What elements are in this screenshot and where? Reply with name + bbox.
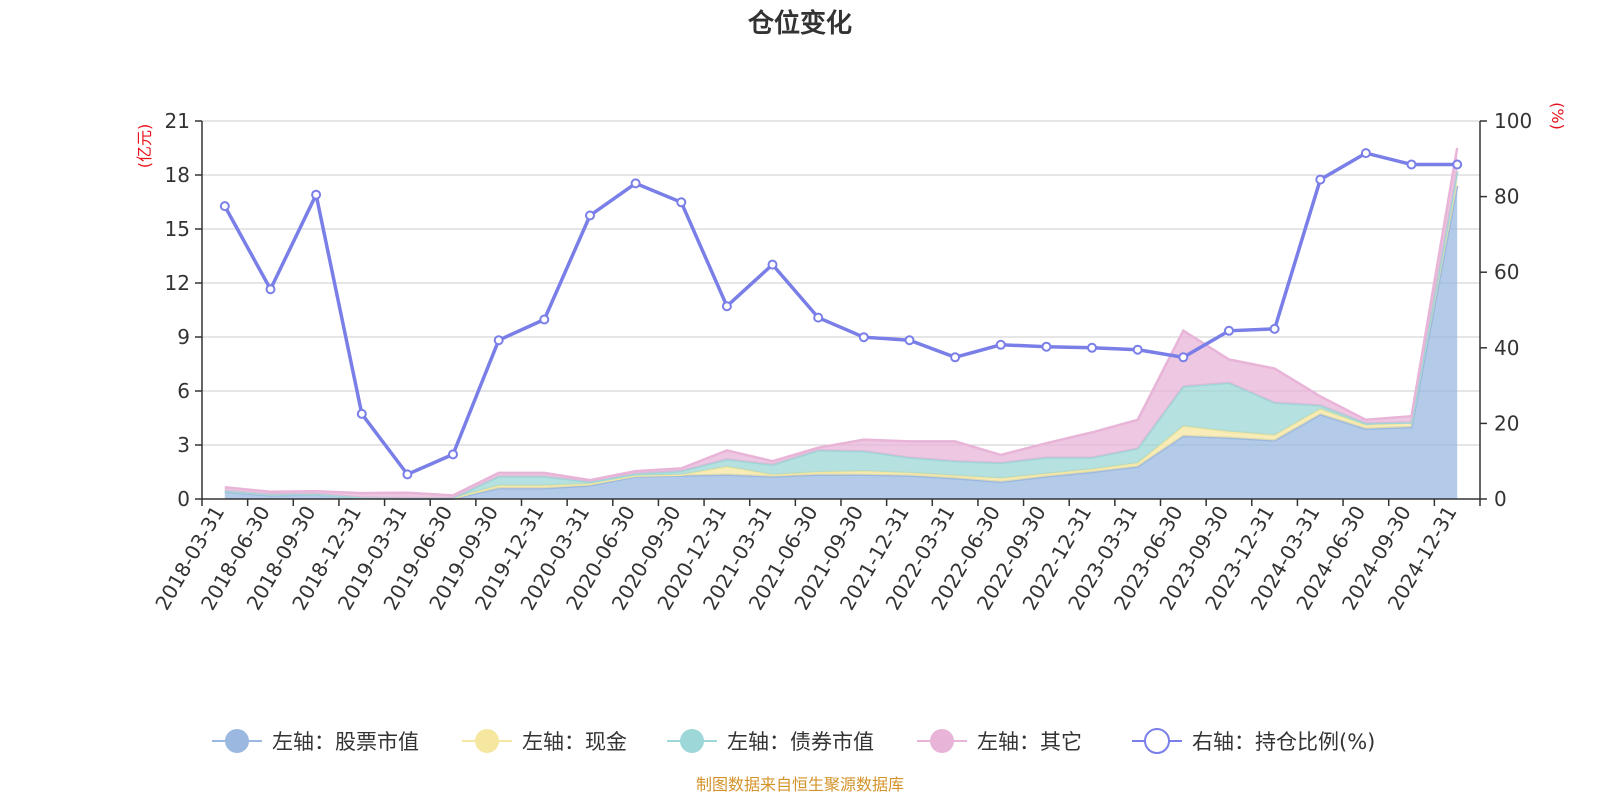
right-tick-label: 40 [1494, 336, 1519, 360]
ratio-point[interactable] [858, 332, 869, 343]
ratio-point[interactable] [676, 197, 687, 208]
legend-item[interactable]: 左轴：其它 [917, 729, 1082, 754]
source-note: 制图数据来自恒生聚源数据库 [696, 775, 904, 794]
ratio-point[interactable] [265, 284, 276, 295]
ratio-point[interactable] [767, 259, 778, 270]
stacked-areas [224, 147, 1459, 500]
ratio-point[interactable] [539, 314, 550, 325]
left-tick-label: 12 [165, 271, 190, 295]
left-tick-label: 15 [165, 217, 190, 241]
left-tick-label: 18 [165, 163, 190, 187]
left-tick-label: 6 [177, 379, 190, 403]
ratio-line [219, 148, 1463, 480]
legend-marker [1144, 728, 1170, 754]
ratio-point[interactable] [1178, 352, 1189, 363]
legend-label: 左轴：其它 [977, 730, 1082, 754]
ratio-line-path [223, 151, 1458, 477]
ratio-point[interactable] [1041, 341, 1052, 352]
legend[interactable]: 左轴：股票市值 左轴：现金 左轴：债券市值 左轴：其它 右轴：持仓比例(%) [212, 728, 1375, 754]
axes: 0369121518210204060801002018-03-312018-0… [150, 109, 1532, 614]
right-axis-unit: (%) [1548, 102, 1567, 130]
left-axis-unit: (亿元) [135, 124, 154, 169]
ratio-point[interactable] [311, 189, 322, 200]
ratio-point[interactable] [1132, 344, 1143, 355]
ratio-point[interactable] [585, 210, 595, 221]
ratio-point[interactable] [356, 408, 367, 419]
right-tick-label: 20 [1494, 411, 1519, 435]
ratio-point[interactable] [1269, 323, 1280, 334]
right-tick-label: 100 [1494, 109, 1532, 133]
ratio-point[interactable] [630, 178, 641, 189]
ratio-point[interactable] [1360, 148, 1371, 159]
left-tick-label: 3 [177, 433, 190, 457]
area-左轴：其它 [224, 148, 1458, 499]
right-tick-label: 60 [1494, 260, 1519, 284]
left-tick-label: 9 [177, 325, 190, 349]
legend-item[interactable]: 右轴：持仓比例(%) [1132, 728, 1375, 754]
ratio-point[interactable] [1315, 174, 1326, 185]
legend-marker [475, 729, 499, 753]
ratio-point[interactable] [448, 449, 458, 460]
grid-lines [202, 120, 1480, 446]
legend-label: 左轴：现金 [522, 730, 627, 754]
ratio-point[interactable] [402, 469, 413, 480]
area-左轴：股票市值 [224, 185, 1458, 500]
legend-label: 右轴：持仓比例(%) [1192, 730, 1375, 754]
ratio-point[interactable] [950, 352, 961, 363]
right-tick-label: 0 [1494, 487, 1507, 511]
left-tick-label: 0 [177, 487, 190, 511]
ratio-point[interactable] [904, 335, 915, 346]
left-tick-label: 21 [165, 109, 190, 133]
legend-marker [225, 729, 249, 753]
ratio-point[interactable] [493, 335, 504, 346]
legend-marker [680, 729, 704, 753]
legend-marker [930, 729, 954, 753]
ratio-point[interactable] [721, 301, 732, 312]
legend-item[interactable]: 左轴：现金 [462, 729, 627, 754]
ratio-point[interactable] [1452, 159, 1463, 170]
ratio-point[interactable] [219, 201, 230, 212]
ratio-point[interactable] [813, 312, 824, 323]
area-edge-左轴：其它 [224, 147, 1459, 497]
ratio-point[interactable] [1224, 325, 1234, 336]
right-tick-label: 80 [1494, 185, 1519, 209]
ratio-point[interactable] [1087, 342, 1097, 353]
ratio-point[interactable] [1406, 159, 1417, 170]
legend-item[interactable]: 左轴：债券市值 [667, 729, 874, 754]
legend-label: 左轴：股票市值 [272, 730, 419, 754]
chart-title: 仓位变化 [747, 8, 852, 39]
ratio-point[interactable] [995, 339, 1006, 350]
legend-item[interactable]: 左轴：股票市值 [212, 729, 419, 754]
legend-label: 左轴：债券市值 [727, 730, 874, 754]
